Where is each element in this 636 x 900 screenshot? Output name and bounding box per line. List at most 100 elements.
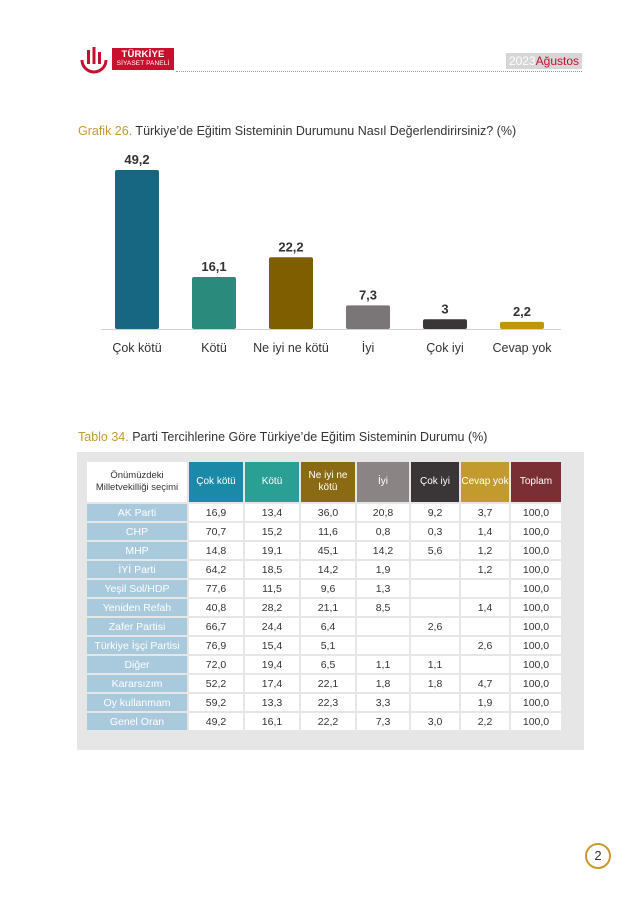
table-row: Türkiye İşçi Partisi 76,9 15,4 5,1 2,6 100,0 <box>87 637 561 654</box>
table-cell <box>411 637 459 654</box>
table-cell <box>461 580 509 597</box>
table-cell: 3,3 <box>357 694 409 711</box>
table-row: AK Parti 16,9 13,4 36,0 20,8 9,2 3,7 100,0 <box>87 504 561 521</box>
table-cell: 0,8 <box>357 523 409 540</box>
table-cell: 59,2 <box>189 694 243 711</box>
table-caption-text: Parti Tercihlerine Göre Türkiye’de Eğiti… <box>128 430 488 444</box>
table-cell: 2,6 <box>461 637 509 654</box>
table-row: Diğer 72,0 19,4 6,5 1,1 1,1 100,0 <box>87 656 561 673</box>
category-label: Kötü <box>201 341 227 355</box>
table-cell: 14,2 <box>357 542 409 559</box>
col-header-ne-iyi-ne-kotu: Ne iyi ne kötü <box>301 462 355 502</box>
table-cell: 28,2 <box>245 599 299 616</box>
crosstab-table: Önümüzdeki Milletvekilliği seçimi Çok kö… <box>85 460 563 732</box>
table-cell: 22,1 <box>301 675 355 692</box>
table-cell: 100,0 <box>511 599 561 616</box>
row-label: Türkiye İşçi Partisi <box>87 637 187 654</box>
brand-name-box: TÜRKİYE SİYASET PANELİ <box>112 48 174 70</box>
crosstab-panel: Önümüzdeki Milletvekilliği seçimi Çok kö… <box>77 452 584 750</box>
table-cell: 8,5 <box>357 599 409 616</box>
table-cell: 22,2 <box>301 713 355 730</box>
col-header-cok-iyi: Çok iyi <box>411 462 459 502</box>
bar-2 <box>269 257 313 329</box>
table-cell: 36,0 <box>301 504 355 521</box>
chart-caption: Grafik 26. Türkiye’de Eğitim Sisteminin … <box>78 124 516 138</box>
table-cell: 11,6 <box>301 523 355 540</box>
table-cell <box>411 694 459 711</box>
table-cell: 1,4 <box>461 523 509 540</box>
table-cell: 20,8 <box>357 504 409 521</box>
category-label: Ne iyi ne kötü <box>253 341 329 355</box>
category-label: Çok iyi <box>426 341 464 355</box>
table-cell: 4,7 <box>461 675 509 692</box>
table-cell: 14,8 <box>189 542 243 559</box>
table-cell: 100,0 <box>511 656 561 673</box>
row-label: İYİ Parti <box>87 561 187 578</box>
table-row: MHP 14,8 19,1 45,1 14,2 5,6 1,2 100,0 <box>87 542 561 559</box>
table-cell: 5,6 <box>411 542 459 559</box>
table-cell: 5,1 <box>301 637 355 654</box>
category-label: Çok kötü <box>112 341 161 355</box>
table-row: Oy kullanmam 59,2 13,3 22,3 3,3 1,9 100,0 <box>87 694 561 711</box>
table-caption-number: Tablo 34. <box>78 430 129 444</box>
table-cell: 100,0 <box>511 694 561 711</box>
table-cell: 100,0 <box>511 542 561 559</box>
header-date: 2023Ağustos <box>505 53 582 69</box>
table-cell: 22,3 <box>301 694 355 711</box>
table-row: Yeniden Refah 40,8 28,2 21,1 8,5 1,4 100,0 <box>87 599 561 616</box>
bar-3 <box>346 305 390 329</box>
table-cell <box>461 656 509 673</box>
table-cell: 1,9 <box>461 694 509 711</box>
row-label: Yeşil Sol/HDP <box>87 580 187 597</box>
table-cell <box>461 618 509 635</box>
table-cell: 1,2 <box>461 561 509 578</box>
table-row: Zafer Partisi 66,7 24,4 6,4 2,6 100,0 <box>87 618 561 635</box>
brand-line-2: SİYASET PANELİ <box>116 60 170 67</box>
table-cell: 15,2 <box>245 523 299 540</box>
table-cell: 100,0 <box>511 523 561 540</box>
bar-value-label: 7,3 <box>359 287 377 302</box>
bar-value-label: 3 <box>441 301 448 316</box>
brand-line-1: TÜRKİYE <box>121 49 165 60</box>
table-cell: 11,5 <box>245 580 299 597</box>
table-cell: 17,4 <box>245 675 299 692</box>
col-header-cok-kotu: Çok kötü <box>189 462 243 502</box>
table-cell: 13,3 <box>245 694 299 711</box>
table-cell: 14,2 <box>301 561 355 578</box>
row-label: Diğer <box>87 656 187 673</box>
chart-caption-number: Grafik 26. <box>78 124 133 138</box>
table-cell <box>357 618 409 635</box>
table-cell: 100,0 <box>511 504 561 521</box>
bar-value-label: 22,2 <box>278 239 303 254</box>
table-cell: 16,1 <box>245 713 299 730</box>
header-divider <box>176 71 582 72</box>
table-cell: 49,2 <box>189 713 243 730</box>
table-cell: 15,4 <box>245 637 299 654</box>
bar-5 <box>500 321 544 329</box>
row-label: MHP <box>87 542 187 559</box>
table-cell: 24,4 <box>245 618 299 635</box>
table-cell: 76,9 <box>189 637 243 654</box>
bar-0 <box>115 170 159 329</box>
table-cell: 70,7 <box>189 523 243 540</box>
table-cell: 19,4 <box>245 656 299 673</box>
table-cell: 6,4 <box>301 618 355 635</box>
table-cell: 40,8 <box>189 599 243 616</box>
table-cell: 9,2 <box>411 504 459 521</box>
table-cell: 21,1 <box>301 599 355 616</box>
col-header-toplam: Toplam <box>511 462 561 502</box>
table-cell: 1,1 <box>411 656 459 673</box>
chart-bars: 49,2 Çok kötü 16,1 Kötü 22,2 Ne iyi ne kötü 7,… <box>112 152 552 355</box>
table-caption: Tablo 34. Parti Tercihlerine Göre Türkiy… <box>78 430 487 444</box>
table-cell: 2,6 <box>411 618 459 635</box>
chart-caption-text: Türkiye’de Eğitim Sisteminin Durumunu Na… <box>132 124 517 138</box>
table-cell: 18,5 <box>245 561 299 578</box>
table-cell: 1,8 <box>357 675 409 692</box>
table-cell: 9,6 <box>301 580 355 597</box>
table-cell: 1,1 <box>357 656 409 673</box>
table-cell <box>357 637 409 654</box>
table-cell: 77,6 <box>189 580 243 597</box>
bar-value-label: 49,2 <box>124 152 149 167</box>
table-cell: 45,1 <box>301 542 355 559</box>
table-cell: 6,5 <box>301 656 355 673</box>
